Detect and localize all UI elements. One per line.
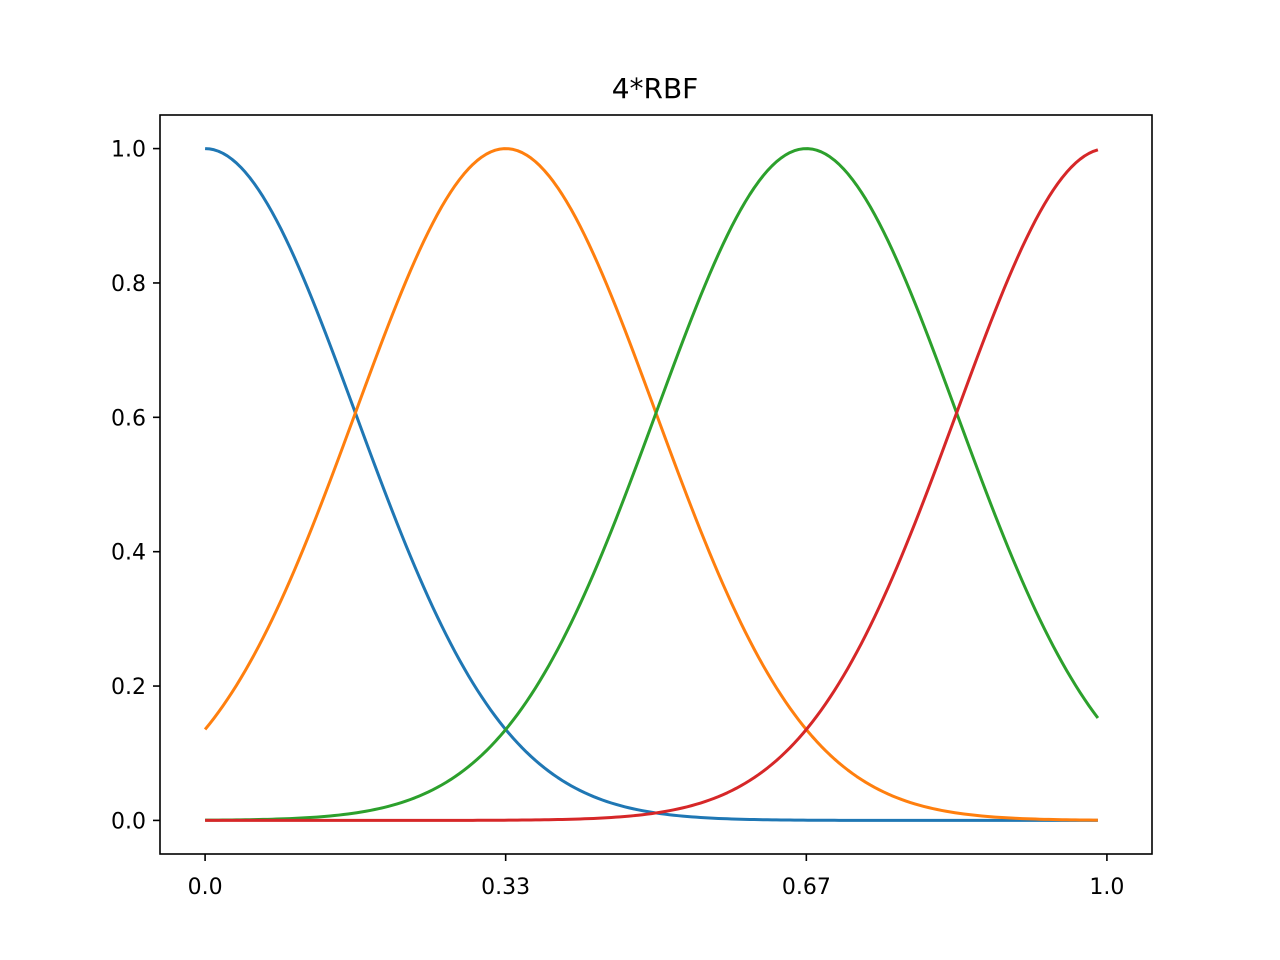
series-layer <box>203 147 1100 822</box>
x-tick-label: 0.33 <box>481 875 530 900</box>
y-tick-label: 0.0 <box>111 809 146 834</box>
rbf-series-line-1 <box>204 147 1098 822</box>
rbf-series-line-4 <box>205 148 1099 822</box>
y-tick-label: 1.0 <box>111 138 146 163</box>
y-tick-label: 0.2 <box>111 675 146 700</box>
rbf-series-line-3 <box>205 147 1100 822</box>
chart-title: 4*RBF <box>612 72 699 105</box>
x-tick-label: 1.0 <box>1089 875 1124 900</box>
y-tick-label: 0.8 <box>111 272 146 297</box>
y-tick-label: 0.4 <box>111 541 146 566</box>
x-tick-label: 0.0 <box>188 875 223 900</box>
x-axis-ticks: 0.0 0.33 0.67 1.0 <box>188 854 1124 900</box>
y-axis-ticks: 0.0 0.2 0.4 0.6 0.8 1.0 <box>111 138 160 834</box>
x-tick-label: 0.67 <box>782 875 831 900</box>
axes-frame <box>159 114 1153 855</box>
rbf-series-line-2 <box>203 147 1098 822</box>
y-tick-label: 0.6 <box>111 406 146 431</box>
